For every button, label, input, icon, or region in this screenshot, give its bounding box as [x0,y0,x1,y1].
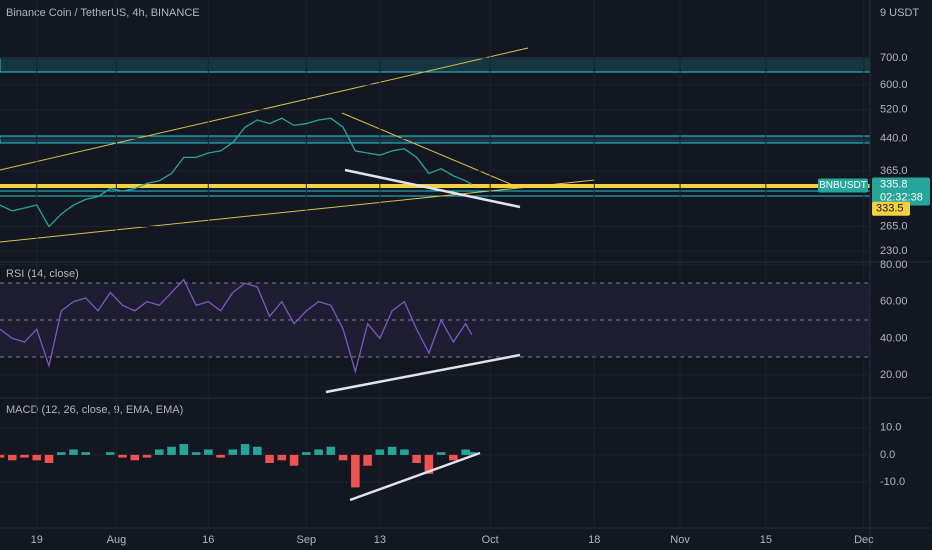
symbol-tag-label: BNBUSDT [819,180,867,191]
x-tick-label: Sep [297,534,317,546]
y-tick-label: 230.0 [880,245,908,257]
histogram-bar [167,446,176,455]
histogram-bar [375,449,385,455]
histogram-bar [81,452,91,455]
histogram-bar [338,454,348,461]
x-tick-label: Oct [482,534,499,546]
x-tick-label: Aug [107,534,127,546]
x-tick-label: Nov [670,534,690,546]
histogram-bar [289,454,299,466]
trend-line [0,47,529,171]
symbol-tag [818,178,868,193]
histogram-bar [326,446,336,455]
histogram-bar [32,454,42,461]
histogram-bar [56,452,66,455]
histogram-bar [130,454,140,461]
y-tick-label: 10.0 [880,422,901,434]
annotation-line [349,451,481,502]
histogram-bar [461,449,470,455]
y-tick-label: 440.0 [880,133,908,145]
y-tick-label: 40.00 [880,332,908,344]
histogram-bar [400,449,409,455]
price-tag-label: 335.8 [880,178,908,190]
pane-title: RSI (14, close) [6,268,79,280]
histogram-bar [191,452,201,455]
histogram-bar [0,454,5,458]
x-tick-label: 18 [588,534,600,546]
histogram-bar [277,454,287,461]
histogram-bar [302,452,311,455]
series-line [0,278,473,374]
x-tick-label: 13 [374,534,386,546]
histogram-bar [363,454,372,466]
histogram-bar [387,446,397,455]
trend-line [341,112,516,187]
histogram-bar [118,454,127,458]
annotation-line [325,353,521,394]
histogram-bar [240,444,250,455]
x-tick-label: 19 [31,534,43,546]
histogram-bar [314,449,323,455]
histogram-bar [436,452,446,455]
histogram-bar [467,452,477,455]
y-tick-label: -10.0 [880,476,905,488]
annotation-line [344,168,521,209]
y-tick-label: 265.0 [880,220,908,232]
histogram-bar [449,454,458,461]
countdown-label: 02:32:38 [880,191,923,203]
histogram-bar [142,454,152,458]
drawings [0,47,871,358]
price-tag [872,177,930,206]
histogram-bar [105,452,115,455]
marker-tag [872,201,910,216]
y-tick-label: 600.0 [880,79,908,91]
histogram-bar [253,446,262,455]
histogram-bar [424,454,434,474]
trend-line [0,179,596,243]
y-tick-label: 520.0 [880,104,908,116]
histogram-bar [69,449,78,455]
currency: 9 USDT [880,7,919,19]
histogram-bar [265,454,274,463]
histogram-bar [216,454,225,458]
x-tick-label: 16 [202,534,214,546]
histogram-bar [204,449,213,455]
y-tick-label: 60.00 [880,296,908,308]
histogram-bar [44,454,54,463]
y-tick-label: 20.00 [880,369,908,381]
histogram-bar [7,454,17,461]
histogram-bar [351,454,360,488]
marker-tag-label: 333.5 [876,203,904,215]
x-tick-label: Dec [854,534,874,546]
y-tick-label: 0.0 [880,449,895,461]
y-tick-label: 80.00 [880,259,908,271]
histogram-bar [179,444,189,455]
x-tick-label: 15 [760,534,772,546]
histogram-bar [20,454,29,458]
pane-title: MACD (12, 26, close, 9, EMA, EMA) [6,404,183,416]
y-tick-label: 700.0 [880,52,908,64]
series-line [0,117,473,228]
header: Binance Coin / TetherUS, 4h, BINANCE [6,7,200,19]
histogram-bar [228,449,238,455]
histogram-bar [412,454,421,463]
y-tick-label: 365.0 [880,165,908,177]
histogram-bar [155,449,164,455]
